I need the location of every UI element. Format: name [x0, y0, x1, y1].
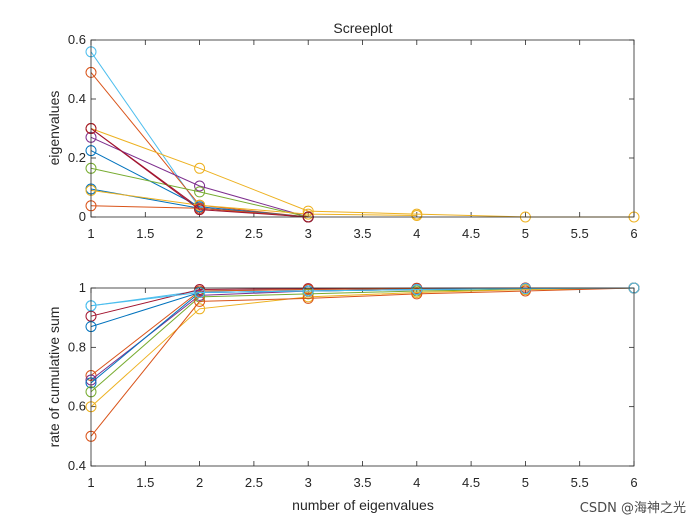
x-tick-label: 2.5: [245, 226, 263, 241]
data-point: [194, 204, 206, 216]
data-point: [194, 303, 206, 315]
x-tick-label: 1: [87, 475, 94, 490]
data-point: [302, 208, 314, 220]
y-tick-label: 0.8: [68, 339, 86, 354]
y-tick-label: 0.6: [68, 399, 86, 414]
x-tick-label: 3.5: [353, 226, 371, 241]
data-point: [411, 288, 423, 300]
x-tick-label: 6: [630, 226, 637, 241]
x-tick-label: 5.5: [571, 226, 589, 241]
data-point: [194, 180, 206, 192]
x-tick-label: 4.5: [462, 226, 480, 241]
x-tick-label: 2: [196, 226, 203, 241]
data-point: [411, 210, 423, 221]
x-tick-label: 4: [413, 226, 420, 241]
x-tick-label: 5: [522, 475, 529, 490]
series-line-9: [90, 287, 635, 437]
data-point: [194, 186, 206, 198]
data-point: [302, 285, 314, 297]
chart-title: Screeplot: [333, 20, 392, 36]
x-tick-label: 5.5: [571, 475, 589, 490]
data-point: [302, 205, 314, 217]
x-tick-label: 4: [413, 475, 420, 490]
axes-frame: [90, 39, 635, 218]
data-point: [194, 287, 206, 298]
x-tick-label: 3.5: [353, 475, 371, 490]
x-axis-title: number of eigenvalues: [292, 497, 434, 513]
series-line-9: [90, 189, 417, 216]
x-tick-label: 1.5: [136, 475, 154, 490]
x-tick-label: 4.5: [462, 475, 480, 490]
y-tick-label: 0.4: [68, 91, 86, 106]
series-line-8: [90, 287, 635, 408]
x-tick-label: 1: [87, 226, 94, 241]
x-tick-label: 2: [196, 475, 203, 490]
y-axis-title: rate of cumulative sum: [46, 307, 62, 448]
x-tick-label: 1.5: [136, 226, 154, 241]
watermark: CSDN @海神之光: [580, 501, 686, 516]
data-point: [519, 285, 531, 297]
axes-box: [90, 39, 635, 218]
data-point: [194, 162, 206, 174]
series-layer: [85, 46, 640, 223]
data-point: [194, 295, 206, 307]
x-tick-label: 3: [305, 475, 312, 490]
series-line-11: [90, 128, 309, 218]
axes-box: [90, 287, 635, 467]
x-tick-label: 2.5: [245, 475, 263, 490]
y-tick-label: 1: [79, 280, 86, 295]
x-tick-label: 3: [305, 226, 312, 241]
y-tick-label: 0.4: [68, 458, 86, 473]
x-tick-label: 5: [522, 226, 529, 241]
axis-ticks: 1 1.5 2 2.5 3 3.5 4 4.5 5 5.5 6 0.4 0.6 0.8 1: [68, 280, 638, 490]
y-axis-title: eigenvalues: [46, 91, 62, 166]
axis-ticks: 1 1.5 2 2.5 3 3.5 4 4.5 5 5.5 6 0 0.2 0.4 0.6: [68, 32, 638, 241]
y-tick-label: 0: [79, 209, 86, 224]
screeplot-panel: Screeplot eigenvalues 1 1.5 2 2.5 3 3.5 4 4.5 5 5…: [46, 20, 640, 241]
series-line-4: [90, 136, 309, 218]
axes-frame: [90, 287, 635, 467]
data-point: [302, 292, 314, 304]
data-point: [411, 284, 423, 295]
data-point: [194, 199, 206, 211]
y-tick-label: 0.2: [68, 150, 86, 165]
y-tick-label: 0.6: [68, 32, 86, 47]
data-point: [519, 283, 531, 295]
x-tick-label: 6: [630, 475, 637, 490]
cumulative-panel: rate of cumulative sum number of eigenva…: [46, 280, 640, 513]
series-line-7: [90, 167, 309, 218]
series-line-10: [90, 287, 635, 307]
